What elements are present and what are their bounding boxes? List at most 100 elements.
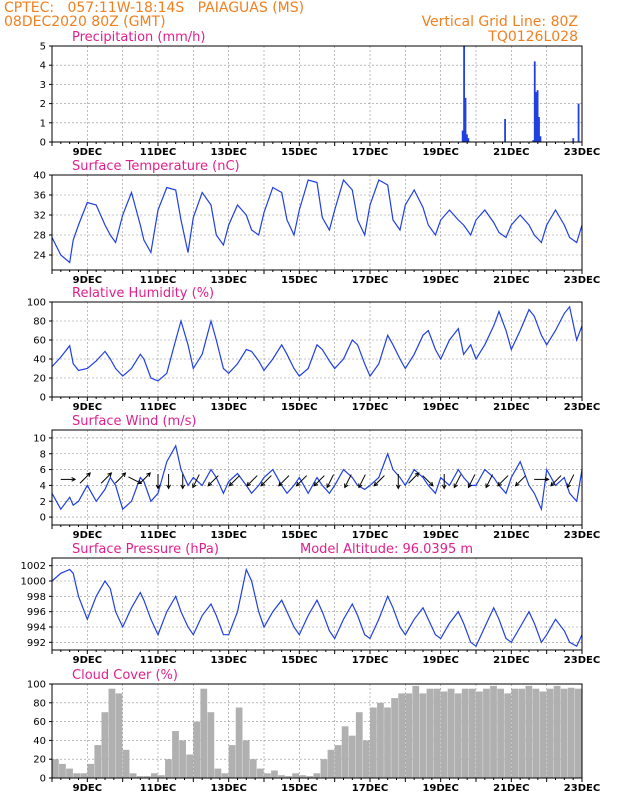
y-tick-label: 2 xyxy=(40,99,46,110)
wind-arrow-head xyxy=(86,472,91,478)
cloud-bar xyxy=(461,688,469,778)
cloud-bar xyxy=(242,740,250,778)
run-datetime: 08DEC2020 80Z (GMT) xyxy=(4,14,166,30)
wind-arrow-head xyxy=(246,481,252,487)
wind-arrow xyxy=(326,474,334,488)
cloud-bar xyxy=(504,693,512,778)
cloud-bar xyxy=(348,735,356,778)
cloud-bar xyxy=(553,685,561,778)
cloud-bar xyxy=(511,688,519,778)
precip-bar xyxy=(467,138,470,142)
wind-arrow-head xyxy=(228,481,234,487)
cloud-bar xyxy=(490,685,497,778)
cloud-bar xyxy=(574,688,582,778)
wind-arrow xyxy=(467,474,476,488)
y-tick-label: 4 xyxy=(40,61,46,72)
wind-arrow xyxy=(207,475,219,487)
cloud-bar xyxy=(320,759,328,778)
cloud-bar xyxy=(391,698,398,778)
y-tick-label: 60 xyxy=(33,717,46,728)
x-tick-label: 11DEC xyxy=(140,402,176,413)
precip-bar xyxy=(464,97,467,142)
precip-bar xyxy=(538,117,540,142)
cloud-bar xyxy=(355,712,363,778)
cloud-bar xyxy=(447,688,455,778)
wind-arrow-head xyxy=(326,483,331,489)
y-tick-label: 20 xyxy=(33,755,46,766)
x-tick-label: 13DEC xyxy=(210,783,246,794)
y-tick-label: 40 xyxy=(33,171,46,182)
y-tick-label: 20 xyxy=(33,374,46,385)
wind-arrow xyxy=(497,475,509,487)
panel-frame xyxy=(51,174,583,271)
wind-arrow-head xyxy=(497,481,502,487)
x-tick-label: 13DEC xyxy=(210,655,246,666)
panel-title: Surface Pressure (hPa) xyxy=(72,542,219,557)
cloud-bar xyxy=(299,775,307,778)
y-tick-label: 8 xyxy=(40,449,46,460)
x-tick-label: 15DEC xyxy=(281,402,317,413)
cloud-bar xyxy=(334,745,342,778)
x-tick-label: 21DEC xyxy=(493,530,529,541)
cloud-bar xyxy=(560,688,568,778)
y-tick-label: 3 xyxy=(40,80,46,91)
wind-arrow-head xyxy=(121,472,127,478)
x-tick-label: 11DEC xyxy=(140,783,176,794)
x-tick-label: 23DEC xyxy=(564,275,600,286)
series-line xyxy=(51,444,583,512)
wind-arrow xyxy=(515,475,527,487)
cloud-bar xyxy=(172,731,179,778)
wind-arrow-head xyxy=(544,477,550,482)
cloud-bar xyxy=(426,688,434,778)
x-tick-label: 19DEC xyxy=(422,530,458,541)
wind-arrow-head xyxy=(428,481,434,487)
wind-arrow-head xyxy=(260,481,266,487)
y-tick-label: 0 xyxy=(40,138,46,149)
precip-bar xyxy=(463,46,465,142)
y-tick-label: 4 xyxy=(40,481,46,492)
wind-arrow-head xyxy=(180,484,186,490)
x-tick-label: 21DEC xyxy=(493,783,529,794)
wind-arrow-head xyxy=(344,483,349,489)
panel-title: Precipitation (mm/h) xyxy=(72,30,205,45)
x-tick-label: 15DEC xyxy=(281,530,317,541)
x-tick-label: 11DEC xyxy=(140,655,176,666)
wind-arrow xyxy=(344,474,352,488)
y-tick-label: 992 xyxy=(27,638,46,649)
cloud-bar xyxy=(327,749,335,778)
wind-arrow-head xyxy=(395,484,401,490)
cloud-bar xyxy=(108,688,116,778)
cloud-bar xyxy=(440,691,448,778)
cloud-bar xyxy=(158,775,165,778)
y-tick-label: 36 xyxy=(33,191,46,202)
wind-arrow xyxy=(373,475,385,487)
cloud-bar xyxy=(292,773,300,778)
cloud-bar xyxy=(101,712,109,778)
x-tick-label: 23DEC xyxy=(564,402,600,413)
x-tick-label: 13DEC xyxy=(210,275,246,286)
y-tick-label: 80 xyxy=(33,698,46,709)
precip-bar xyxy=(535,92,538,142)
cloud-bar xyxy=(377,702,384,778)
x-tick-label: 15DEC xyxy=(281,655,317,666)
station-info: CPTEC: 057:11W-18:14S PAIAGUAS (MS) xyxy=(4,0,305,16)
x-tick-label: 19DEC xyxy=(422,402,458,413)
wind-arrow-head xyxy=(550,481,555,487)
panel-title: Surface Temperature (nC) xyxy=(72,159,240,174)
wind-arrow xyxy=(128,476,142,484)
cloud-bar xyxy=(539,691,547,778)
wind-arrow-head xyxy=(166,484,171,490)
wind-arrow-head xyxy=(485,483,490,489)
wind-arrow xyxy=(550,475,562,487)
wind-arrow xyxy=(229,475,240,487)
cloud-bar xyxy=(143,776,151,778)
panel-annotation: Model Altitude: 96.0395 m xyxy=(300,542,473,557)
cloud-bar xyxy=(66,768,73,778)
y-tick-label: 100 xyxy=(27,680,46,691)
cloud-bar xyxy=(87,763,95,778)
y-tick-label: 60 xyxy=(33,336,46,347)
cloud-bar xyxy=(249,759,257,778)
cloud-bar xyxy=(115,693,123,778)
wind-arrow xyxy=(313,475,325,487)
cloud-bar xyxy=(454,693,462,778)
